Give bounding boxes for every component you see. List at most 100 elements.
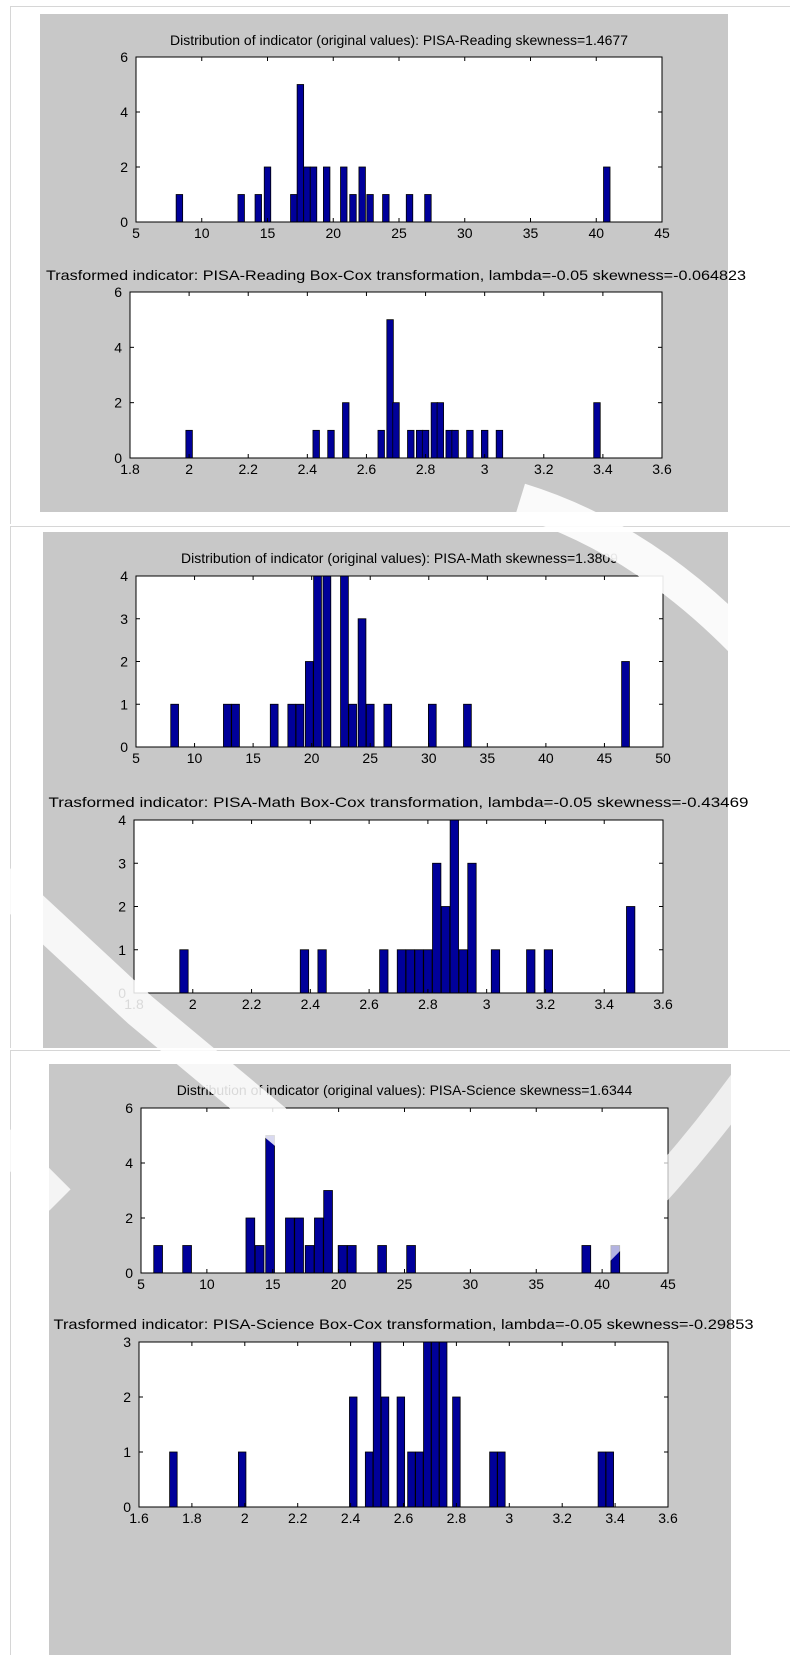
- y-tick-label: 0: [118, 985, 126, 1001]
- x-tick-label: 2.4: [341, 1510, 361, 1526]
- histogram-bar: [597, 1451, 607, 1508]
- histogram-bar: [223, 703, 232, 748]
- x-tick-label: 2.8: [447, 1510, 467, 1526]
- histogram-bar: [170, 703, 179, 748]
- histogram-bar: [349, 1396, 358, 1508]
- histogram-bar: [379, 949, 389, 994]
- histogram-bar: [481, 429, 489, 459]
- histogram-bar: [285, 1217, 295, 1274]
- histogram-bar: [621, 661, 630, 748]
- histogram-bar: [317, 949, 327, 994]
- y-tick-label: 2: [123, 1389, 131, 1405]
- chart-4: 5 10 15 20 25 30 35 40 45 0 2 4 6 Distribution of ind…: [125, 1082, 676, 1292]
- histogram-bar: [495, 429, 504, 459]
- histogram-bar: [340, 166, 348, 223]
- x-tick-label: 45: [654, 225, 670, 241]
- y-tick-label: 2: [120, 654, 128, 670]
- figure-cell-reading: [10, 6, 790, 524]
- x-tick-label: 2.4: [298, 461, 318, 477]
- histogram-bar: [489, 1451, 498, 1508]
- histogram-bar: [231, 703, 240, 748]
- histogram-bar: [245, 1217, 256, 1274]
- x-tick-label: 20: [331, 1276, 347, 1292]
- y-tick-label: 4: [125, 1155, 133, 1171]
- histogram-bar: [237, 194, 245, 223]
- histogram-bar: [254, 194, 262, 223]
- histogram-bar: [323, 1190, 333, 1274]
- histogram-bar: [392, 402, 400, 459]
- histogram-bar: [175, 194, 184, 223]
- histogram-bar: [436, 402, 444, 459]
- x-tick-label: 35: [523, 225, 539, 241]
- x-tick-label: 15: [245, 750, 261, 766]
- histogram-bar: [451, 429, 459, 459]
- histogram-bar: [605, 1451, 614, 1508]
- histogram-bar: [296, 84, 305, 223]
- histogram-bar: [294, 1217, 304, 1274]
- x-tick-label: 20: [304, 750, 320, 766]
- y-tick-label: 0: [120, 739, 128, 755]
- chart-0: 5 10 15 20 25 30 35 40 45 0 2 4 6 Distribution of ind…: [120, 32, 670, 241]
- axes-background: [136, 57, 662, 222]
- x-tick-label: 30: [463, 1276, 479, 1292]
- histogram-bar: [309, 166, 318, 223]
- x-tick-label: 5: [132, 225, 140, 241]
- histogram-bar: [377, 429, 385, 459]
- histogram-bar: [348, 703, 357, 748]
- histogram-bar: [185, 429, 193, 459]
- x-tick-label: 3.6: [658, 1510, 678, 1526]
- x-tick-label: 2.2: [288, 1510, 308, 1526]
- histogram-bar: [431, 1341, 440, 1508]
- y-tick-label: 2: [114, 395, 122, 411]
- histogram-bar: [365, 703, 375, 748]
- histogram-bar: [340, 575, 349, 748]
- histogram-bar: [423, 949, 433, 994]
- x-tick-label: 10: [199, 1276, 215, 1292]
- histogram-bar: [467, 862, 477, 994]
- histogram-bar: [322, 575, 332, 748]
- axes-background: [136, 576, 663, 747]
- histogram-bar: [299, 949, 310, 994]
- x-tick-label: 3.4: [605, 1510, 625, 1526]
- x-tick-label: 20: [325, 225, 341, 241]
- x-tick-label: 25: [391, 225, 407, 241]
- x-tick-label: 2.4: [301, 996, 321, 1012]
- histogram-bar: [182, 1245, 192, 1274]
- x-tick-label: 1.8: [182, 1510, 202, 1526]
- axes-frame: [129, 291, 663, 459]
- histogram-bar: [593, 402, 601, 459]
- histogram-bar: [314, 1217, 324, 1274]
- chart-5: 1.6 1.8 2 2.2 2.4 2.6 2.8 3 3.2 3.4 3.6 0 1 2 3 Trasfor…: [54, 1316, 754, 1526]
- x-tick-label: 3.4: [594, 996, 614, 1012]
- x-tick-label: 3.2: [534, 461, 554, 477]
- x-tick-label: 1.6: [129, 1510, 149, 1526]
- histogram-bar: [254, 1245, 265, 1274]
- histogram-bar: [327, 429, 335, 459]
- y-tick-label: 0: [125, 1265, 133, 1281]
- histogram-bar: [323, 166, 331, 223]
- x-tick-label: 25: [397, 1276, 413, 1292]
- x-tick-label: 45: [660, 1276, 676, 1292]
- x-tick-label: 2.6: [394, 1510, 414, 1526]
- histogram-bar: [458, 949, 468, 994]
- histogram-bar: [423, 1341, 432, 1508]
- histogram-bar: [424, 194, 432, 223]
- y-tick-label: 3: [123, 1334, 131, 1350]
- histogram-bar: [543, 949, 553, 994]
- x-tick-label: 3: [505, 1510, 513, 1526]
- histogram-bar: [490, 949, 501, 994]
- chart-title: Trasformed indicator: PISA-Science Box-C…: [54, 1316, 754, 1332]
- x-tick-label: 35: [528, 1276, 544, 1292]
- x-tick-label: 3.6: [652, 461, 672, 477]
- histogram-bar: [312, 429, 320, 459]
- y-tick-label: 4: [114, 339, 122, 355]
- histogram-bar: [407, 1451, 416, 1508]
- x-tick-label: 2.2: [238, 461, 258, 477]
- x-tick-label: 30: [421, 750, 437, 766]
- histogram-bar: [303, 166, 311, 223]
- x-tick-label: 1.8: [124, 996, 144, 1012]
- y-tick-label: 6: [125, 1100, 133, 1116]
- y-tick-label: 1: [123, 1444, 131, 1460]
- chart-1: 1.8 2 2.2 2.4 2.6 2.8 3 3.2 3.4 3.6 0 2 4 6Trasformed…: [46, 267, 746, 477]
